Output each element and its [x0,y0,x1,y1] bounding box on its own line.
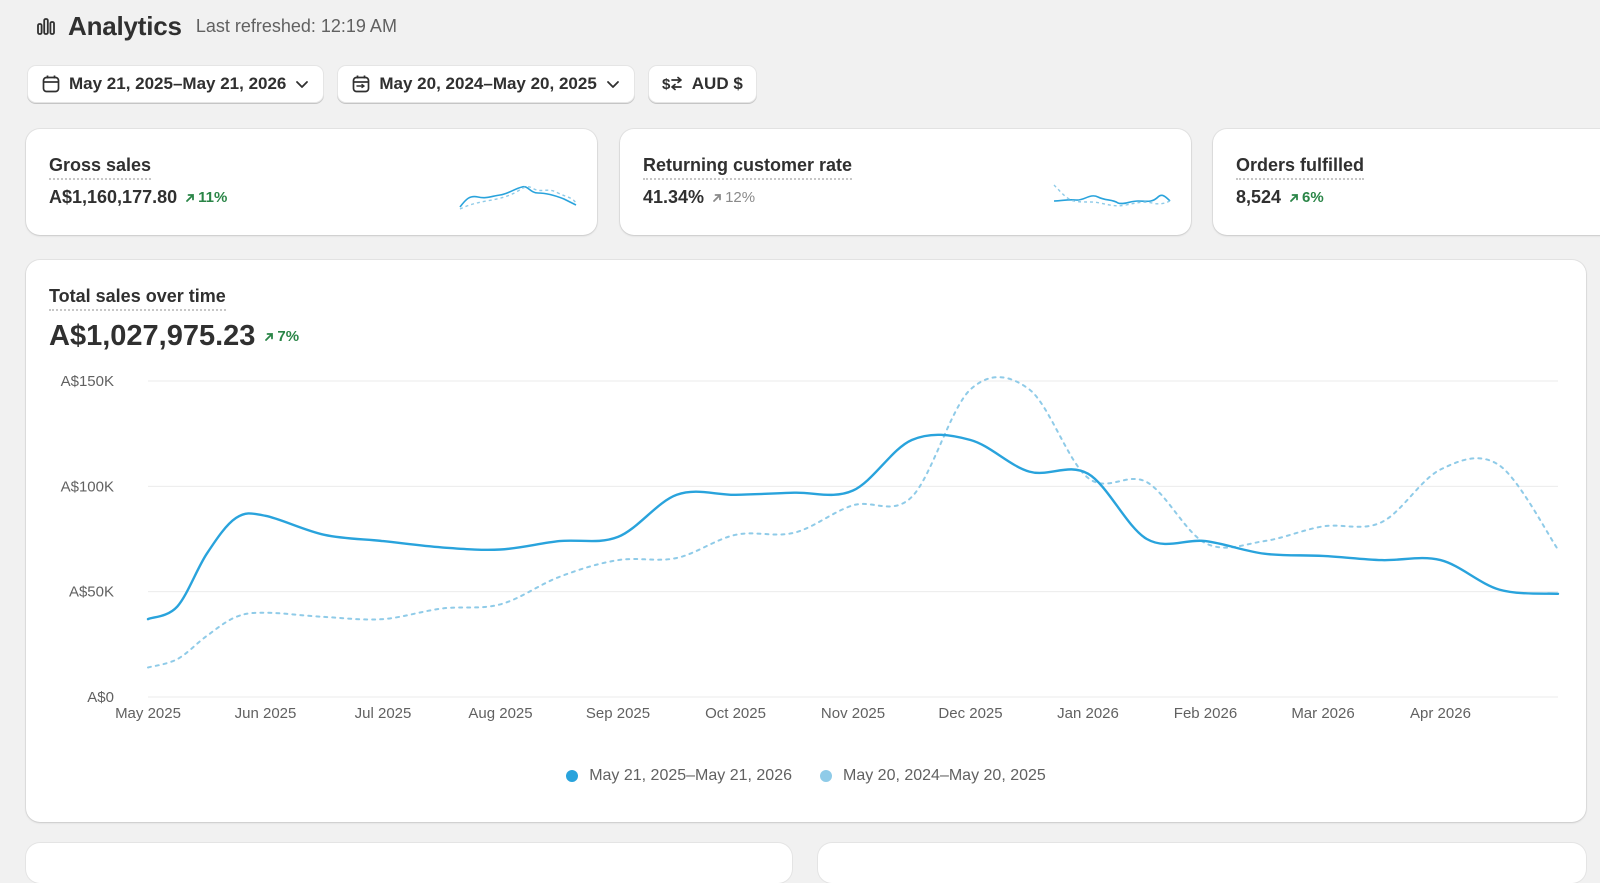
x-tick-label: Aug 2025 [468,705,532,722]
metric-card-returning-customer-rate[interactable]: Returning customer rate 41.34% 12% [620,129,1191,235]
x-tick-label: Jul 2025 [355,705,412,722]
total-sales-chart-card: A$0 A$50K A$100K A$150K May 2025 Jun 2025 Jul … [26,260,1586,822]
delta-value: 6% [1302,189,1324,206]
series-line-current [146,433,1560,621]
x-tick-label: Dec 2025 [938,705,1002,722]
trend-delta: 6% [1289,189,1324,206]
last-refreshed-text: Last refreshed: 12:19 AM [195,15,397,36]
metric-value: A$1,160,177.80 11% [49,187,227,208]
chart-total: A$1,027,975.23 7% [49,320,299,353]
metric-title[interactable]: Orders fulfilled [1236,155,1365,180]
arrow-up-right-icon [713,193,721,202]
date-range-label: May 21, 2025–May 21, 2026 [69,74,287,93]
x-tick-label: Mar 2026 [1291,705,1354,722]
calendar-compare-icon [351,74,371,94]
x-tick-label: Jan 2026 [1057,705,1119,722]
chart-total-value: A$1,027,975.23 [49,320,256,352]
x-tick-label: May 2025 [115,705,181,722]
trend-delta: 7% [264,328,299,345]
metric-value: 41.34% 12% [643,187,755,208]
legend-item-previous[interactable]: May 20, 2024–May 20, 2025 [820,767,1046,785]
bar-chart-icon [36,16,56,36]
currency-label: AUD $ [691,74,743,93]
chevron-down-icon [605,76,621,92]
chart-title[interactable]: Total sales over time [49,286,226,311]
delta-value: 11% [198,189,228,206]
x-tick-label: Feb 2026 [1174,705,1237,722]
arrow-up-right-icon [265,332,274,341]
page-header: Analytics Last refreshed: 12:19 AM [36,10,397,42]
y-tick-label: A$50K [69,584,114,601]
page-title: Analytics [68,10,182,41]
x-tick-label: Oct 2025 [705,705,766,722]
y-tick-label: A$100K [61,478,114,495]
calendar-icon [41,74,61,94]
comparison-range-label: May 20, 2024–May 20, 2025 [379,74,597,93]
sparkline [459,185,577,210]
metric-card-gross-sales[interactable]: Gross sales A$1,160,177.80 11% [26,129,597,235]
metric-value-text: A$1,160,177.80 [49,187,178,207]
legend-label: May 20, 2024–May 20, 2025 [843,767,1046,784]
legend-label: May 21, 2025–May 21, 2026 [589,767,792,784]
metric-value-text: 8,524 [1236,187,1282,207]
x-tick-label: Jun 2025 [235,705,297,722]
metric-value: 8,524 6% [1236,187,1324,208]
arrow-up-right-icon [1290,193,1298,202]
chevron-down-icon [294,76,310,92]
delta-value: 7% [277,328,300,345]
x-tick-label: Apr 2026 [1410,705,1471,722]
currency-exchange-icon: $ [662,74,684,94]
metric-card-orders-fulfilled[interactable]: Orders fulfilled 8,524 6% [1213,129,1600,235]
svg-text:$: $ [662,76,671,93]
comparison-range-picker-button[interactable]: May 20, 2024–May 20, 2025 [337,65,635,103]
trend-delta: 11% [185,189,227,206]
legend-item-current[interactable]: May 21, 2025–May 21, 2026 [566,767,792,785]
bottom-card-right [818,843,1586,883]
date-range-picker-button[interactable]: May 21, 2025–May 21, 2026 [27,65,325,103]
legend-dot [820,770,832,782]
series-line-previous [147,376,1559,669]
bottom-card-left [26,843,792,883]
metric-title[interactable]: Returning customer rate [643,155,853,180]
arrow-up-right-icon [186,193,195,202]
trend-delta: 12% [712,189,755,206]
metric-value-text: 41.34% [643,187,705,207]
x-tick-label: Nov 2025 [821,705,885,722]
filter-bar: May 21, 2025–May 21, 2026 May 20, 2024–M… [27,65,757,103]
x-tick-label: Sep 2025 [586,705,650,722]
y-tick-label: A$150K [61,373,114,390]
metric-title[interactable]: Gross sales [49,155,152,180]
chart-legend: May 21, 2025–May 21, 2026 May 20, 2024–M… [26,767,1586,785]
total-sales-line-chart: A$0 A$50K A$100K A$150K May 2025 Jun 2025 Jul … [61,373,1560,722]
legend-dot [566,770,579,782]
sparkline [1053,184,1171,207]
y-tick-label: A$0 [87,689,114,706]
currency-selector-button[interactable]: $ AUD $ [647,65,757,103]
delta-value: 12% [725,189,756,206]
